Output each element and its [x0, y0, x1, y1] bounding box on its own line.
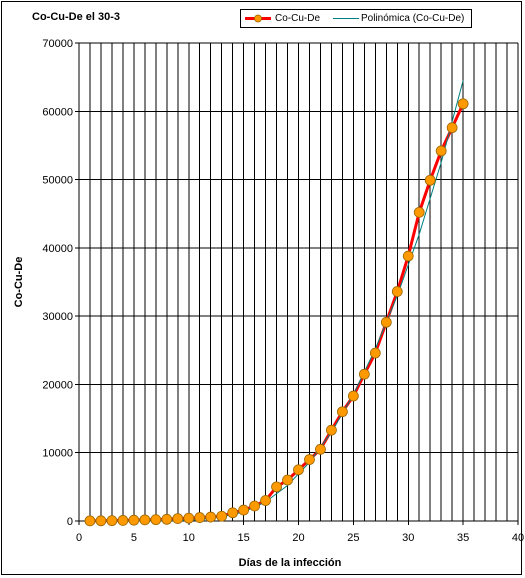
- data-point-co-cu-de: [446, 122, 458, 134]
- x-tick-label: 25: [347, 532, 359, 544]
- legend-swatch-polinomica: [333, 18, 359, 19]
- x-tick-label: 10: [183, 532, 195, 544]
- data-point-co-cu-de: [271, 481, 282, 493]
- data-point-co-cu-de: [326, 424, 337, 436]
- data-point-co-cu-de: [161, 513, 173, 525]
- data-point-co-cu-de: [347, 390, 359, 402]
- data-point-co-cu-de: [194, 512, 206, 523]
- x-tick-label: 0: [76, 532, 82, 544]
- data-point-co-cu-de: [358, 368, 370, 380]
- data-point-co-cu-de: [391, 286, 403, 297]
- y-tick-label: 10000: [42, 448, 73, 460]
- data-point-co-cu-de: [413, 206, 425, 218]
- data-point-co-cu-de: [106, 515, 118, 527]
- data-point-co-cu-de: [172, 513, 184, 525]
- data-point-co-cu-de: [260, 495, 271, 506]
- x-tick-label: 40: [512, 532, 524, 544]
- x-tick-label: 15: [238, 532, 250, 544]
- data-point-co-cu-de: [304, 454, 315, 465]
- legend-swatch-co-cu-de: [245, 14, 271, 23]
- chart-title: Co-Cu-De el 30-3: [32, 11, 121, 23]
- y-tick-label: 20000: [42, 379, 73, 391]
- data-point-co-cu-de: [150, 514, 162, 526]
- x-tick-label: 30: [402, 532, 414, 544]
- data-point-co-cu-de: [435, 145, 447, 157]
- y-tick-label: 60000: [42, 106, 73, 118]
- data-point-co-cu-de: [282, 474, 293, 486]
- data-point-co-cu-de: [216, 510, 228, 522]
- data-point-co-cu-de: [249, 500, 261, 512]
- y-tick-label: 40000: [42, 243, 73, 255]
- data-point-co-cu-de: [183, 512, 195, 524]
- data-point-co-cu-de: [117, 515, 129, 526]
- x-axis-label: Días de la infección: [238, 557, 342, 569]
- y-tick-label: 30000: [42, 311, 73, 323]
- data-point-co-cu-de: [380, 316, 392, 328]
- data-point-co-cu-de: [128, 514, 140, 526]
- y-tick-label: 70000: [42, 38, 73, 50]
- legend-label-co-cu-de: Co-Cu-De: [275, 13, 321, 24]
- x-tick-label: 5: [131, 532, 137, 544]
- legend: Co-Cu-De Polinómica (Co-Cu-De): [240, 9, 472, 28]
- data-point-co-cu-de: [457, 98, 469, 110]
- data-point-co-cu-de: [238, 504, 250, 516]
- data-point-co-cu-de: [424, 174, 436, 186]
- data-point-co-cu-de: [402, 250, 414, 262]
- data-point-co-cu-de: [139, 514, 151, 526]
- data-point-co-cu-de: [315, 443, 326, 455]
- data-point-co-cu-de: [84, 515, 96, 527]
- y-tick-label: 0: [67, 516, 73, 528]
- legend-label-polinomica: Polinómica (Co-Cu-De): [361, 13, 465, 24]
- x-tick-label: 20: [292, 532, 304, 544]
- data-point-co-cu-de: [369, 347, 381, 359]
- data-point-co-cu-de: [95, 515, 107, 527]
- data-point-co-cu-de: [205, 511, 217, 523]
- data-point-co-cu-de: [336, 406, 348, 418]
- y-tick-label: 50000: [42, 175, 73, 187]
- data-point-co-cu-de: [227, 507, 239, 519]
- x-tick-label: 35: [457, 532, 469, 544]
- data-point-co-cu-de: [293, 464, 304, 476]
